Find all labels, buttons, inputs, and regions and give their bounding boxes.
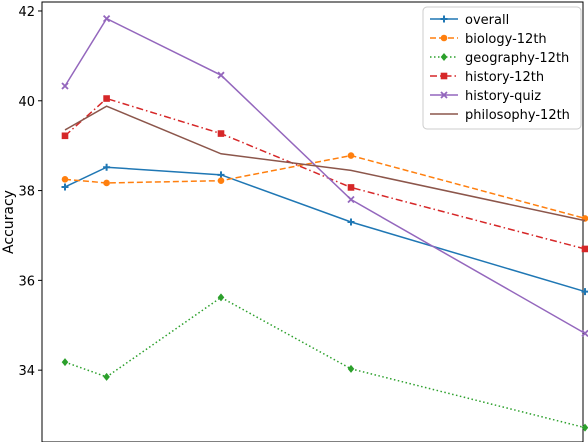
series-philosophy-12th xyxy=(64,105,586,222)
data-point xyxy=(217,293,225,302)
plot-frame xyxy=(41,1,584,442)
data-point xyxy=(61,358,69,367)
data-point xyxy=(581,329,588,337)
legend-item-history-12th: history-12th xyxy=(430,70,544,85)
data-point xyxy=(102,14,111,23)
legend-label: geography-12th xyxy=(465,51,569,66)
series-layer xyxy=(61,14,588,432)
series-overall xyxy=(61,163,588,296)
data-point xyxy=(103,179,110,187)
data-point xyxy=(217,71,225,79)
legend-item-biology-12th: biology-12th xyxy=(430,32,547,47)
data-point xyxy=(61,132,69,140)
data-point xyxy=(61,183,69,191)
y-tick-label: 34 xyxy=(18,364,35,379)
y-tick-label: 36 xyxy=(18,274,35,289)
y-tick-label: 42 xyxy=(18,5,35,20)
data-point xyxy=(103,95,110,102)
legend-marker xyxy=(440,53,448,61)
legend-item-overall: overall xyxy=(430,13,509,28)
data-point xyxy=(581,288,588,296)
legend-marker xyxy=(440,91,448,99)
data-point xyxy=(347,152,355,159)
legend-marker xyxy=(440,72,448,80)
data-point xyxy=(347,364,355,373)
legend-item-history-quiz: history-quiz xyxy=(430,89,541,104)
series-line xyxy=(64,154,586,220)
data-point xyxy=(581,423,588,432)
series-line xyxy=(64,296,586,429)
legend-label: biology-12th xyxy=(465,32,547,47)
legend-marker xyxy=(440,34,448,42)
series-geography-12th xyxy=(61,293,588,432)
legend-label: overall xyxy=(465,13,509,28)
data-point xyxy=(581,245,588,253)
data-point xyxy=(347,195,355,204)
data-point xyxy=(217,130,225,137)
legend: overall biology-12th geography-12th history… xyxy=(422,6,582,130)
legend-label: history-12th xyxy=(465,70,544,85)
series-line xyxy=(64,166,586,293)
series-line xyxy=(64,105,586,222)
legend-label: philosophy-12th xyxy=(465,108,570,123)
legend-item-philosophy-12th: philosophy-12th xyxy=(430,108,570,123)
legend-label: history-quiz xyxy=(465,89,541,104)
data-point xyxy=(103,163,111,171)
legend-item-geography-12th: geography-12th xyxy=(430,51,569,66)
legend-marker xyxy=(440,15,448,23)
data-point xyxy=(347,184,355,191)
series-history-quiz xyxy=(61,14,588,337)
series-history-12th xyxy=(61,95,588,253)
data-point xyxy=(217,177,225,184)
data-point xyxy=(103,372,110,381)
y-tick-label: 40 xyxy=(18,95,35,110)
series-biology-12th xyxy=(61,152,588,222)
data-point xyxy=(217,171,225,179)
data-point xyxy=(347,218,355,226)
data-point xyxy=(61,82,69,90)
legend-box xyxy=(422,6,582,130)
y-axis-label: Accuracy xyxy=(1,190,17,254)
data-point xyxy=(61,176,69,183)
y-tick-label: 38 xyxy=(18,185,35,200)
